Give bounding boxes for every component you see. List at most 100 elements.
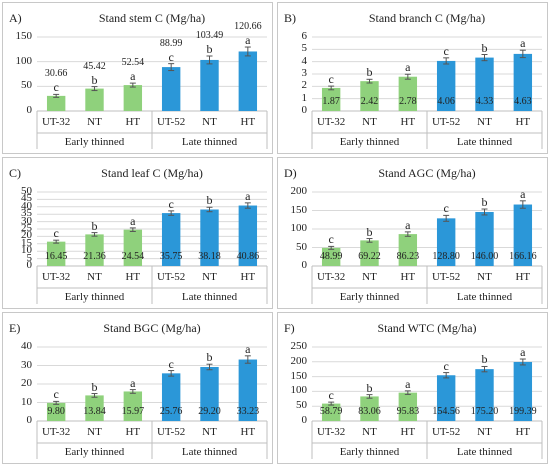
bar	[46, 95, 66, 111]
y-tick-label: 150	[290, 203, 308, 216]
chart-panel: A) Stand stem C (Mg/ha) 0 50 100 150 c 30.66 UT-…	[2, 2, 273, 154]
bar	[161, 67, 181, 111]
significance-letter: b	[481, 195, 488, 210]
data-label: 2.78	[399, 96, 417, 107]
significance-letter: b	[481, 352, 488, 367]
chart-title: Stand AGC (Mg/ha)	[378, 166, 476, 180]
x-tick-label: HT	[240, 426, 256, 438]
y-tick-label: 45	[21, 192, 32, 205]
significance-letter: c	[443, 43, 449, 58]
y-tick-label: 2	[301, 79, 308, 92]
y-tick-label: 15	[21, 236, 32, 249]
data-label: 40.86	[236, 251, 260, 262]
x-tick-label: UT-52	[431, 116, 461, 128]
y-tick-label: 150	[15, 30, 33, 42]
group-label: Early thinned	[339, 136, 400, 148]
significance-letter: a	[130, 69, 136, 84]
bar	[46, 402, 66, 421]
y-tick-label: 40	[21, 199, 32, 212]
data-label: 146.00	[470, 251, 499, 262]
y-tick-label: 10	[21, 244, 32, 257]
y-tick-label: 0	[301, 104, 308, 116]
bar	[360, 81, 379, 111]
bar	[475, 211, 494, 266]
data-label: 38.18	[198, 251, 221, 262]
data-label: 24.54	[121, 251, 145, 262]
data-label: 95.83	[396, 406, 420, 417]
x-tick-label: NT	[362, 271, 377, 283]
group-label: Early thinned	[64, 291, 125, 303]
x-tick-label: HT	[125, 426, 141, 438]
bar	[436, 60, 456, 111]
data-label: 2.42	[360, 96, 379, 107]
panel-letter: B)	[284, 11, 296, 25]
data-label: 4.33	[475, 96, 494, 107]
bar	[513, 53, 533, 111]
panel-letter: A)	[9, 11, 22, 25]
chart-svg	[36, 191, 268, 304]
significance-letter: a	[245, 33, 251, 48]
data-label: 154.56	[432, 406, 460, 417]
bar	[161, 373, 181, 421]
bar	[200, 59, 219, 111]
data-label: 69.22	[358, 251, 381, 262]
significance-letter: a	[245, 188, 251, 203]
significance-letter: b	[366, 65, 373, 80]
bar	[85, 88, 104, 111]
data-label: 128.80	[432, 251, 460, 262]
bar	[123, 391, 143, 421]
y-tick-label: 5	[26, 251, 33, 264]
data-label: 4.63	[514, 96, 532, 107]
significance-letter: a	[405, 217, 411, 232]
significance-letter: c	[53, 80, 59, 95]
bar	[123, 229, 143, 266]
data-label: 21.36	[83, 251, 106, 262]
significance-letter: b	[206, 41, 213, 56]
x-tick-label: NT	[87, 116, 102, 128]
data-label: 48.99	[319, 251, 343, 262]
y-tick-label: 20	[21, 377, 32, 389]
x-tick-label: NT	[202, 426, 217, 438]
bar	[85, 395, 104, 421]
group-label: Late thinned	[181, 136, 238, 148]
x-tick-label: UT-52	[156, 426, 186, 438]
data-label: 52.54	[121, 57, 145, 69]
y-tick-label: 4	[301, 54, 308, 67]
x-tick-label: UT-32	[316, 426, 346, 438]
y-tick-label: 0	[301, 259, 308, 271]
bar	[321, 403, 341, 421]
significance-letter: b	[366, 224, 373, 239]
significance-letter: a	[130, 213, 136, 228]
chart-panel: F) Stand WTC (Mg/ha) 0 50 100 150 200 250 c 58.79…	[277, 312, 548, 464]
bar	[398, 76, 418, 111]
bar	[360, 396, 379, 421]
y-tick-label: 150	[290, 369, 308, 382]
bar	[398, 392, 418, 421]
panel-letter: E)	[9, 321, 21, 335]
bar	[436, 218, 456, 266]
chart-panel: D) Stand AGC (Mg/ha) 0 50 100 150 200 c 48.99 UT-…	[277, 157, 548, 309]
significance-letter: c	[53, 387, 59, 402]
x-tick-label: HT	[240, 271, 256, 283]
x-tick-label: NT	[477, 426, 492, 438]
significance-letter: c	[168, 49, 174, 64]
y-tick-label: 50	[21, 79, 32, 92]
bar	[200, 209, 219, 266]
y-tick-label: 200	[290, 185, 308, 197]
chart-svg	[311, 346, 543, 459]
bar	[475, 57, 494, 111]
y-tick-label: 40	[21, 340, 32, 352]
y-tick-label: 25	[21, 222, 32, 234]
chart-panel: C) Stand leaf C (Mg/ha) 0 5 10 15 20 25 30 35 40 45…	[2, 157, 273, 309]
data-label: 1.87	[322, 96, 340, 107]
data-label: 35.75	[159, 251, 183, 262]
data-label: 33.23	[236, 406, 260, 417]
bar	[238, 51, 258, 111]
data-label: 15.97	[121, 406, 145, 417]
x-tick-label: HT	[240, 116, 256, 128]
y-tick-label: 100	[290, 222, 308, 234]
data-label: 166.16	[509, 251, 537, 262]
bar	[321, 87, 341, 111]
bar	[200, 366, 219, 421]
group-label: Late thinned	[456, 136, 513, 148]
